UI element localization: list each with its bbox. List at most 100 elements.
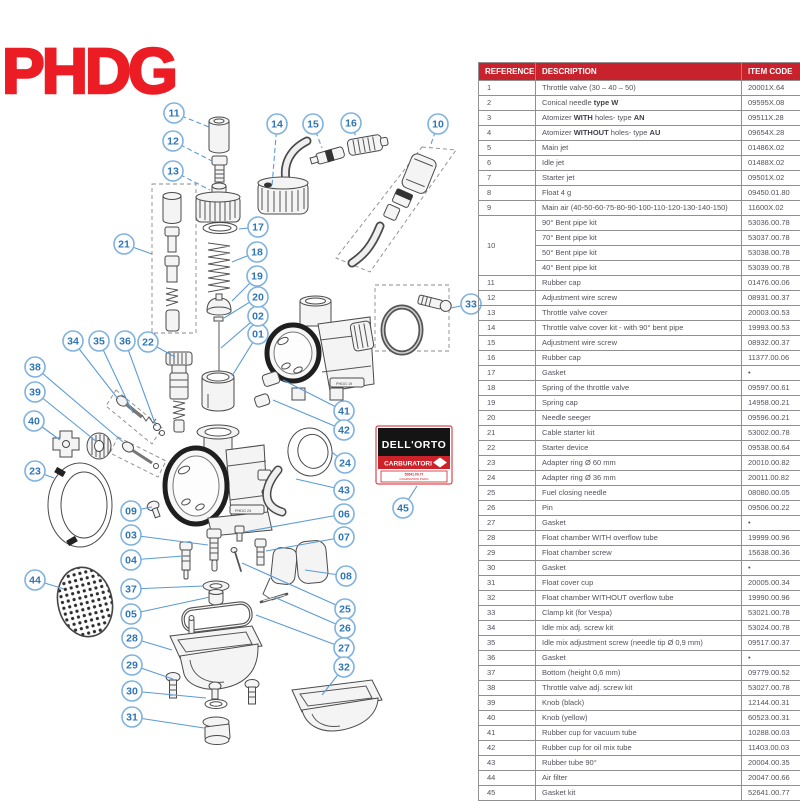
description-cell: Idle jet	[536, 156, 742, 171]
reference-cell: 4	[479, 126, 536, 141]
svg-text:10: 10	[432, 119, 444, 131]
svg-text:32: 32	[338, 662, 350, 674]
svg-text:44: 44	[29, 575, 41, 587]
reference-cell: 17	[479, 366, 536, 381]
description-cell: Throttle valve (30 – 40 – 50)	[536, 81, 742, 96]
reference-cell: 23	[479, 456, 536, 471]
reference-cell: 36	[479, 651, 536, 666]
svg-text:07: 07	[338, 532, 350, 544]
badge-line2: GUARNIZIONI PHDG	[399, 477, 429, 481]
item-code-cell: 09501X.02	[742, 171, 800, 186]
reference-cell: 7	[479, 171, 536, 186]
item-code-cell: 53027.00.78	[742, 681, 800, 696]
item-code-cell: 53039.00.78	[742, 261, 800, 276]
callout-37: 37	[121, 579, 141, 599]
description-cell: Atomizer WITHOUT holes- type AU	[536, 126, 742, 141]
reference-cell: 44	[479, 771, 536, 786]
cup-05	[209, 590, 223, 606]
item-code-cell: 20011.00.82	[742, 471, 800, 486]
reference-cell: 34	[479, 621, 536, 636]
svg-text:36: 36	[119, 336, 131, 348]
item-code-cell: 20010.00.82	[742, 456, 800, 471]
description-cell: Float chamber screw	[536, 546, 742, 561]
starter-device-22	[166, 352, 192, 432]
item-code-cell: 11377.00.06	[742, 351, 800, 366]
svg-text:13: 13	[167, 166, 179, 178]
item-code-cell: 20003.00.53	[742, 306, 800, 321]
description-cell: Throttle valve adj. screw kit	[536, 681, 742, 696]
callout-34: 34	[63, 331, 83, 351]
reference-cell: 33	[479, 606, 536, 621]
callout-14: 14	[267, 114, 287, 134]
reference-cell: 5	[479, 141, 536, 156]
reference-cell: 2	[479, 96, 536, 111]
callout-leader-26	[274, 597, 345, 628]
throttle-spring-18	[208, 243, 230, 292]
item-code-cell: 20004.00.35	[742, 756, 800, 771]
description-cell: 40° Bent pipe kit	[536, 261, 742, 276]
adapter-ring-60-23	[48, 463, 112, 547]
svg-text:19: 19	[251, 271, 263, 283]
description-cell: Adapter ring Ø 60 mm	[536, 456, 742, 471]
description-cell: Main jet	[536, 141, 742, 156]
item-code-cell: 08932.00.37	[742, 336, 800, 351]
throttle-valve-cover-13	[196, 183, 240, 222]
description-cell: Spring cap	[536, 396, 742, 411]
carburetor-body-main: PHDG 24	[165, 425, 272, 536]
callout-13: 13	[163, 161, 183, 181]
callout-26: 26	[335, 618, 355, 638]
callout-leader-36	[125, 341, 156, 426]
callout-19: 19	[247, 266, 267, 286]
svg-text:16: 16	[345, 118, 357, 130]
description-cell: Idle mix adjustment screw (needle tip Ø …	[536, 636, 742, 651]
cable-starter-kit-21	[163, 193, 181, 332]
bent-pipe-kit-10	[352, 152, 438, 263]
svg-text:18: 18	[251, 247, 263, 259]
callout-20: 20	[248, 287, 268, 307]
description-cell: Rubber tube 90°	[536, 756, 742, 771]
rubber-cap-16	[347, 133, 389, 156]
svg-text:34: 34	[67, 336, 79, 348]
reference-cell: 45	[479, 786, 536, 801]
description-cell: Needle seeger	[536, 411, 742, 426]
callout-18: 18	[247, 242, 267, 262]
callout-06: 06	[334, 504, 354, 524]
svg-text:28: 28	[126, 633, 138, 645]
reference-cell: 40	[479, 711, 536, 726]
description-cell: Starter device	[536, 441, 742, 456]
item-code-cell: 19993.00.53	[742, 321, 800, 336]
reference-cell: 10	[479, 216, 536, 276]
callout-05: 05	[121, 604, 141, 624]
svg-text:15: 15	[307, 119, 319, 131]
float-chamber-32	[292, 680, 382, 731]
svg-text:11: 11	[168, 108, 179, 120]
adjustment-screw-12	[212, 156, 227, 182]
callout-22: 22	[138, 332, 158, 352]
callout-28: 28	[122, 628, 142, 648]
callout-31: 31	[122, 707, 142, 727]
svg-text:04: 04	[125, 555, 137, 567]
svg-text:29: 29	[126, 660, 138, 672]
callout-36: 36	[115, 331, 135, 351]
item-code-cell: 53036.00.78	[742, 216, 800, 231]
svg-text:03: 03	[125, 530, 137, 542]
reference-cell: 14	[479, 321, 536, 336]
item-code-cell: 60523.00.31	[742, 711, 800, 726]
callout-08: 08	[336, 566, 356, 586]
svg-text:40: 40	[28, 416, 40, 428]
callout-44: 44	[25, 570, 45, 590]
